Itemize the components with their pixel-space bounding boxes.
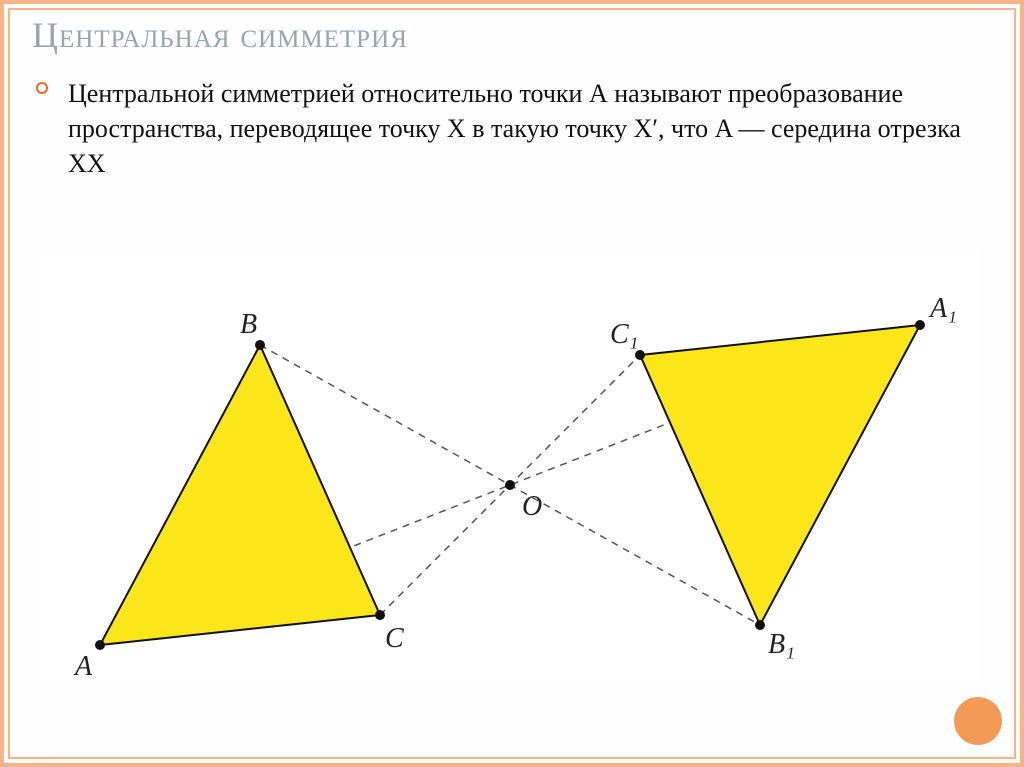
corner-dot-icon bbox=[954, 697, 1002, 745]
vertex-label-C: C bbox=[385, 623, 404, 654]
geometry-diagram: A B C A₁ B₁ C₁ O bbox=[40, 250, 980, 680]
vertex-label-A: A bbox=[73, 651, 93, 680]
vertex-label-C1: C₁ bbox=[610, 319, 638, 350]
triangle-a1b1c1 bbox=[640, 325, 920, 625]
vertex-label-B1: B₁ bbox=[768, 629, 795, 660]
vertex-point-C1 bbox=[635, 350, 645, 360]
vertex-label-B: B bbox=[240, 309, 257, 340]
slide: Центральная симметрия Центральной симмет… bbox=[0, 0, 1024, 767]
body-text: Центральной симметрией относительно точк… bbox=[68, 76, 964, 181]
geometry-svg: A B C A₁ B₁ C₁ O bbox=[40, 250, 980, 680]
vertex-point-A bbox=[95, 640, 105, 650]
vertex-label-A1: A₁ bbox=[928, 293, 957, 324]
vertex-point-B bbox=[255, 340, 265, 350]
slide-title: Центральная симметрия bbox=[32, 14, 408, 56]
vertex-point-A1 bbox=[915, 320, 925, 330]
vertex-point-C bbox=[375, 610, 385, 620]
bullet-icon bbox=[36, 82, 48, 94]
vertex-point-O bbox=[505, 480, 515, 490]
vertex-label-O: O bbox=[522, 491, 542, 522]
triangle-abc bbox=[100, 345, 380, 645]
vertex-point-B1 bbox=[755, 620, 765, 630]
